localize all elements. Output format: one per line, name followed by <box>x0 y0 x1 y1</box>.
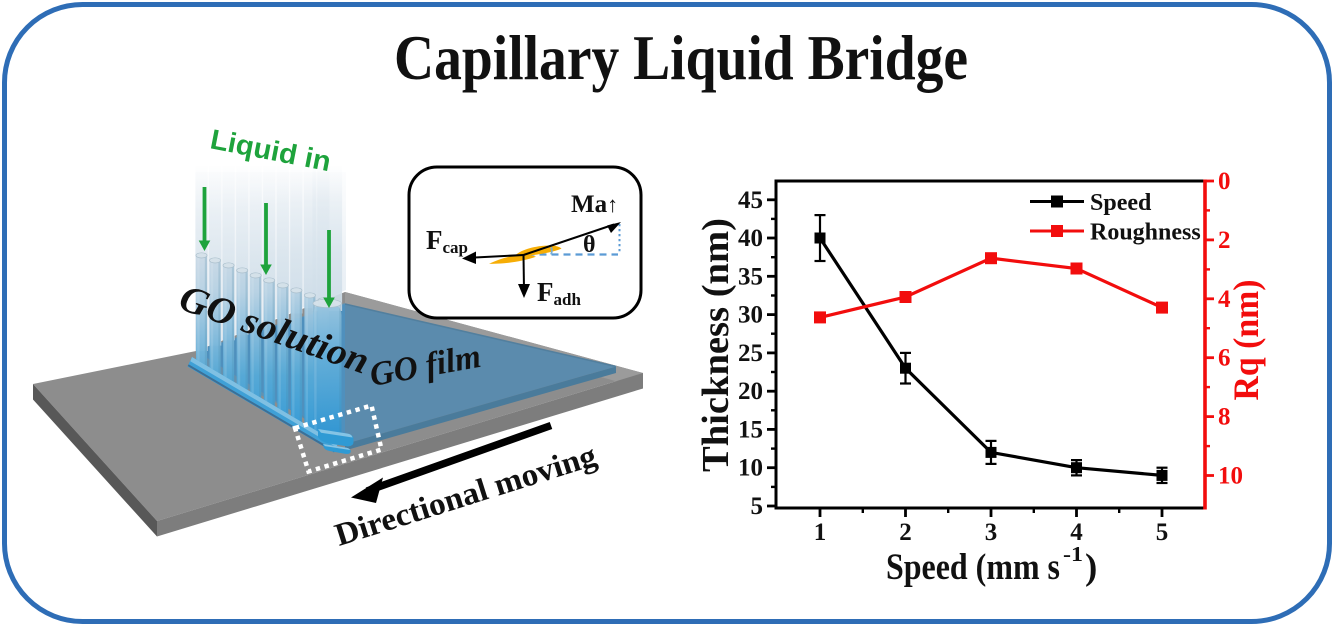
svg-text:Rq (nm): Rq (nm) <box>1226 280 1266 401</box>
svg-text:6: 6 <box>1218 345 1231 372</box>
svg-text:Speed: Speed <box>1090 190 1152 216</box>
svg-text:Roughness: Roughness <box>1090 220 1201 246</box>
svg-text:5: 5 <box>751 493 764 520</box>
svg-text:Speed (mm s: Speed (mm s <box>886 547 1060 588</box>
svg-text:10: 10 <box>1218 463 1243 490</box>
svg-text:10: 10 <box>738 455 763 482</box>
svg-text:45: 45 <box>738 187 763 214</box>
svg-text:20: 20 <box>738 378 763 405</box>
svg-text:): ) <box>1085 547 1097 588</box>
svg-text:40: 40 <box>738 225 763 252</box>
svg-text:2: 2 <box>1218 227 1231 254</box>
svg-text:-1: -1 <box>1063 542 1083 566</box>
svg-text:3: 3 <box>985 519 998 546</box>
svg-text:Ma↑: Ma↑ <box>571 191 618 218</box>
svg-text:1: 1 <box>814 519 827 546</box>
svg-text:0: 0 <box>1218 168 1231 195</box>
svg-text:5: 5 <box>1156 519 1169 546</box>
svg-text:Capillary Liquid Bridge: Capillary Liquid Bridge <box>394 22 968 93</box>
svg-text:30: 30 <box>738 302 763 329</box>
svg-text:8: 8 <box>1218 404 1231 431</box>
svg-text:Thickness (nm): Thickness (nm) <box>695 218 737 472</box>
svg-text:4: 4 <box>1070 519 1083 546</box>
svg-text:35: 35 <box>738 263 763 290</box>
svg-text:2: 2 <box>899 519 912 546</box>
svg-text:25: 25 <box>738 340 763 367</box>
svg-text:4: 4 <box>1218 286 1231 313</box>
svg-text:θ: θ <box>583 232 596 258</box>
svg-text:15: 15 <box>738 416 763 443</box>
